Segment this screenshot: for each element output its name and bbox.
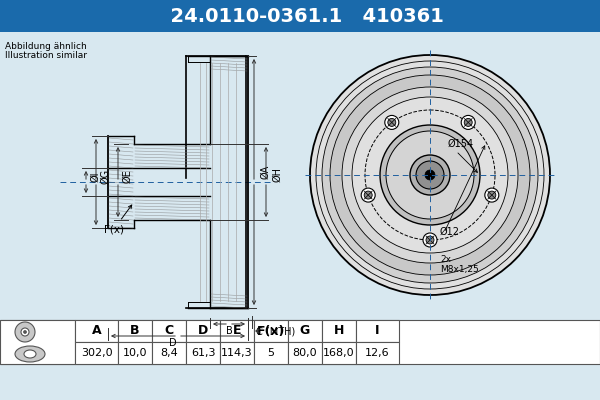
FancyBboxPatch shape bbox=[288, 342, 322, 364]
Text: ØH: ØH bbox=[272, 166, 282, 182]
Text: 61,3: 61,3 bbox=[191, 348, 215, 358]
FancyBboxPatch shape bbox=[356, 320, 399, 342]
FancyBboxPatch shape bbox=[254, 342, 288, 364]
Text: 10,0: 10,0 bbox=[123, 348, 147, 358]
Text: Ø12: Ø12 bbox=[440, 227, 460, 237]
Text: B: B bbox=[226, 326, 232, 336]
FancyBboxPatch shape bbox=[75, 320, 118, 342]
Circle shape bbox=[488, 191, 496, 199]
FancyBboxPatch shape bbox=[288, 320, 322, 342]
FancyBboxPatch shape bbox=[356, 342, 399, 364]
Text: 8,4: 8,4 bbox=[160, 348, 178, 358]
Text: Abbildung ähnlich: Abbildung ähnlich bbox=[5, 42, 87, 51]
Text: G: G bbox=[300, 324, 310, 338]
Text: I: I bbox=[375, 324, 380, 338]
Text: ØI: ØI bbox=[90, 172, 100, 182]
Text: H: H bbox=[334, 324, 344, 338]
Circle shape bbox=[322, 67, 538, 283]
FancyBboxPatch shape bbox=[0, 320, 600, 364]
Text: D: D bbox=[198, 324, 208, 338]
Circle shape bbox=[310, 55, 550, 295]
Text: ØE: ØE bbox=[122, 169, 132, 183]
Text: A: A bbox=[92, 324, 101, 338]
Text: 302,0: 302,0 bbox=[80, 348, 112, 358]
FancyBboxPatch shape bbox=[75, 342, 118, 364]
FancyBboxPatch shape bbox=[220, 342, 254, 364]
Text: ØG: ØG bbox=[100, 168, 110, 184]
FancyBboxPatch shape bbox=[322, 342, 356, 364]
FancyBboxPatch shape bbox=[254, 320, 288, 342]
Circle shape bbox=[464, 118, 472, 126]
Text: 24.0110-0361.1   410361: 24.0110-0361.1 410361 bbox=[157, 6, 443, 26]
Text: 2x
M8x1,25: 2x M8x1,25 bbox=[440, 255, 479, 274]
Circle shape bbox=[385, 116, 399, 130]
Circle shape bbox=[386, 131, 474, 219]
Circle shape bbox=[461, 116, 475, 130]
FancyBboxPatch shape bbox=[186, 342, 220, 364]
Circle shape bbox=[352, 97, 508, 253]
Text: D: D bbox=[169, 338, 177, 348]
Text: Ø154: Ø154 bbox=[448, 139, 474, 149]
Circle shape bbox=[410, 155, 450, 195]
Circle shape bbox=[485, 188, 499, 202]
FancyBboxPatch shape bbox=[186, 320, 220, 342]
Text: 114,3: 114,3 bbox=[221, 348, 253, 358]
Ellipse shape bbox=[24, 350, 36, 358]
Text: 80,0: 80,0 bbox=[293, 348, 317, 358]
Circle shape bbox=[416, 161, 444, 189]
Circle shape bbox=[330, 75, 530, 275]
FancyBboxPatch shape bbox=[152, 320, 186, 342]
Text: ØA: ØA bbox=[260, 165, 270, 179]
Text: E: E bbox=[233, 324, 241, 338]
Circle shape bbox=[342, 87, 518, 263]
FancyBboxPatch shape bbox=[152, 342, 186, 364]
Text: Illustration similar: Illustration similar bbox=[5, 51, 87, 60]
Text: F(x): F(x) bbox=[104, 205, 131, 234]
Circle shape bbox=[380, 125, 480, 225]
FancyBboxPatch shape bbox=[0, 320, 75, 364]
FancyBboxPatch shape bbox=[118, 320, 152, 342]
Text: C (MTH): C (MTH) bbox=[256, 326, 295, 336]
FancyBboxPatch shape bbox=[118, 342, 152, 364]
FancyBboxPatch shape bbox=[0, 0, 600, 32]
FancyBboxPatch shape bbox=[322, 320, 356, 342]
Text: C: C bbox=[164, 324, 173, 338]
FancyBboxPatch shape bbox=[220, 320, 254, 342]
Circle shape bbox=[15, 322, 35, 342]
Text: 5: 5 bbox=[268, 348, 275, 358]
Text: F(x): F(x) bbox=[257, 324, 285, 338]
Circle shape bbox=[364, 191, 372, 199]
Circle shape bbox=[21, 328, 29, 336]
Text: 168,0: 168,0 bbox=[323, 348, 355, 358]
Text: 12,6: 12,6 bbox=[365, 348, 390, 358]
Circle shape bbox=[361, 188, 375, 202]
Circle shape bbox=[388, 118, 396, 126]
Circle shape bbox=[426, 236, 434, 244]
Ellipse shape bbox=[15, 346, 45, 362]
Circle shape bbox=[423, 233, 437, 247]
Circle shape bbox=[425, 170, 435, 180]
Text: B: B bbox=[130, 324, 140, 338]
Circle shape bbox=[23, 330, 26, 334]
